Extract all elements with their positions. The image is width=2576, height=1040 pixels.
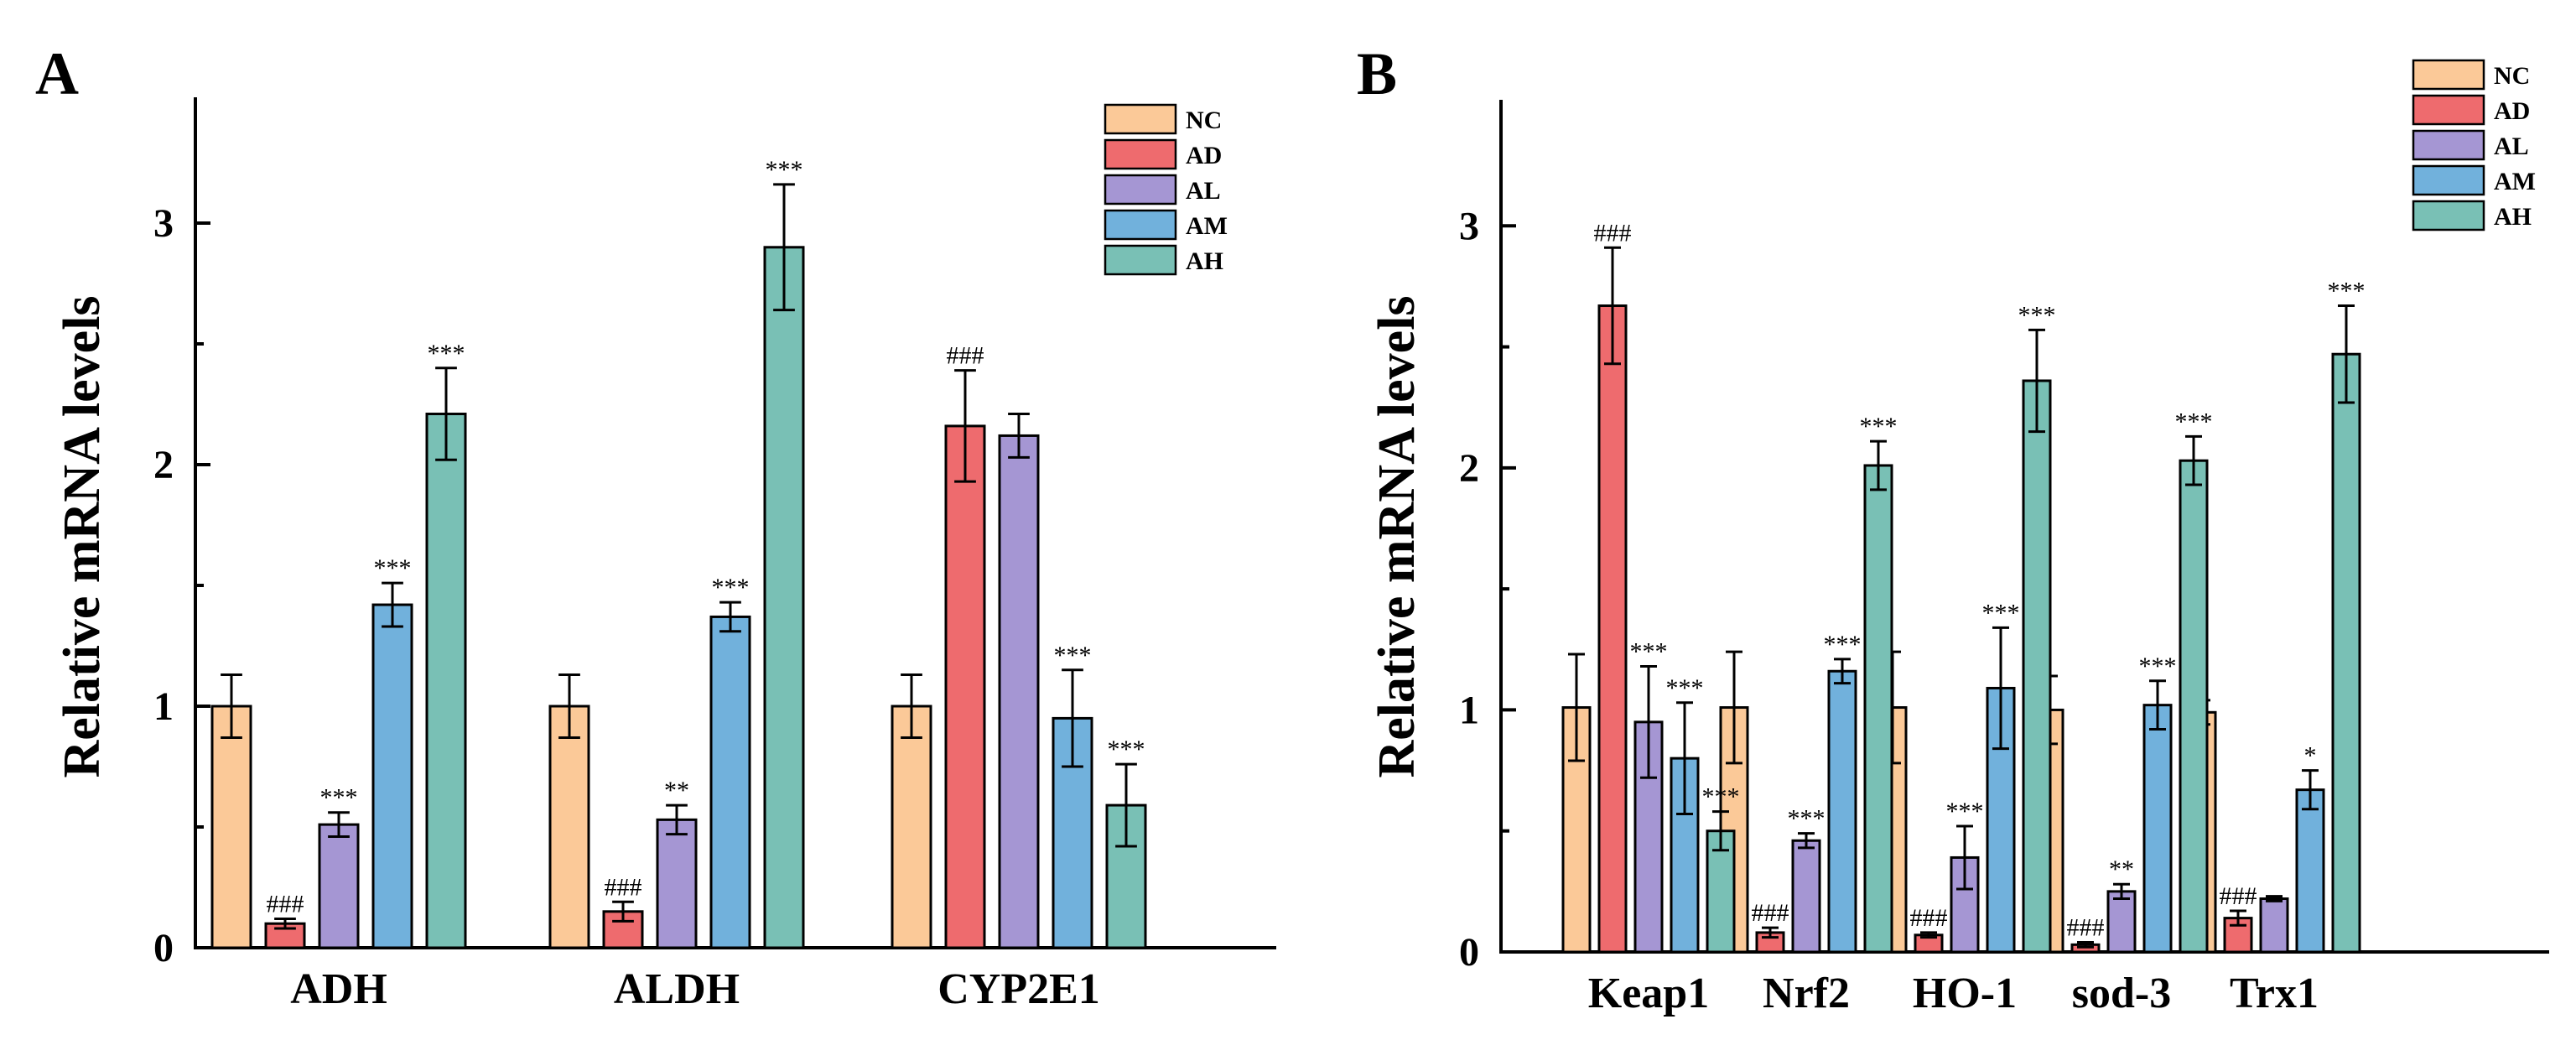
panel-a-y-axis-label: Relative mRNA levels — [54, 295, 111, 777]
panel-b-legend-label: AD — [2494, 97, 2530, 125]
panel-b-y-axis-label: Relative mRNA levels — [1368, 295, 1426, 777]
panel-b-significance-label: *** — [2175, 408, 2213, 435]
panel-a-x-tick-label: ADH — [290, 965, 387, 1013]
panel-b-significance-label: *** — [1860, 413, 1898, 440]
panel-b-bar-ah — [2331, 352, 2361, 954]
panel-a-significance-label: *** — [320, 784, 358, 812]
panel-a-letter: A — [35, 40, 79, 107]
panel-a-significance-label: *** — [1108, 736, 1145, 763]
panel-a-significance-label: ### — [267, 890, 304, 918]
panel-a-bar-nc — [548, 705, 590, 949]
panel-b-x-tick-label: sod-3 — [2072, 970, 2171, 1017]
panel-a-legend-label: AH — [1186, 247, 1223, 275]
panel-b-bar-ad — [1597, 304, 1628, 954]
panel-a-bar-nc — [891, 705, 932, 949]
panel-b-y-tick-label: 1 — [1459, 688, 1479, 732]
panel-b-legend-label: AM — [2494, 168, 2536, 195]
panel-a-legend-swatch-ad — [1104, 138, 1177, 170]
panel-b-significance-label: *** — [1982, 599, 2020, 627]
panel-b-letter: B — [1357, 40, 1397, 107]
panel-a-bar-am — [709, 615, 751, 949]
panel-a-significance-label: ### — [605, 873, 642, 901]
panel-b-legend-swatch-al — [2412, 129, 2485, 161]
panel-b-significance-label: *** — [2328, 278, 2366, 305]
panel-a-significance-label: *** — [1054, 642, 1092, 669]
panel-b-bar-am — [2142, 704, 2173, 954]
panel-b-legend-swatch-am — [2412, 164, 2485, 196]
panel-b-bar-al — [2106, 890, 2137, 954]
panel-a-bar-am — [371, 603, 413, 949]
panel-a-legend-label: AL — [1186, 177, 1221, 205]
panel-a-significance-label: *** — [712, 574, 750, 601]
panel-b-x-tick-label: Nrf2 — [1763, 970, 1850, 1017]
panel-a-legend-label: AD — [1186, 142, 1222, 169]
panel-b-legend-label: AH — [2494, 203, 2532, 231]
panel-b-significance-label: *** — [1630, 637, 1668, 665]
panel-b-significance-label: ### — [1752, 899, 1789, 927]
panel-b-significance-label: ### — [2067, 913, 2105, 941]
panel-a-significance-label: *** — [374, 554, 412, 582]
panel-a-legend: NC AD AL AM AH — [1104, 103, 1228, 276]
panel-b-legend-swatch-ad — [2412, 94, 2485, 126]
panel-b-bar-ah — [1863, 464, 1893, 954]
panel-a-legend-label: AM — [1186, 212, 1228, 240]
panel-a-significance-label: *** — [766, 156, 803, 184]
panel-b-significance-label: *** — [1702, 783, 1740, 811]
panel-a-significance-label: *** — [428, 340, 465, 367]
panel-a-bar-ah — [763, 246, 805, 949]
panel-b-significance-label: * — [2304, 742, 2317, 770]
panel-a-y-tick-label: 1 — [153, 684, 174, 729]
panel-a-bar-al — [998, 434, 1040, 949]
panel-b-legend-swatch-ah — [2412, 200, 2485, 231]
panel-b: B Relative mRNA levels 0 1 2 3 ### ### ### ### #… — [1357, 40, 2549, 1017]
panel-a-bar-nc — [210, 705, 252, 949]
panel-b-significance-label: *** — [1788, 805, 1826, 833]
panel-a-legend-swatch-al — [1104, 174, 1177, 205]
panel-b-significance-label: *** — [1824, 631, 1862, 658]
panel-b-bar-am — [1827, 669, 1857, 954]
panel-b-significance-label: *** — [2018, 301, 2056, 329]
panel-a-legend-swatch-nc — [1104, 103, 1177, 135]
panel-b-legend-swatch-nc — [2412, 59, 2485, 91]
panel-b-y-tick-label: 0 — [1459, 930, 1479, 975]
panel-b-significance-label: ** — [2109, 855, 2134, 883]
panel-b-legend-label: AL — [2494, 133, 2529, 160]
panel-a-legend-swatch-am — [1104, 209, 1177, 241]
panel-a-legend-label: NC — [1186, 107, 1222, 134]
panel-a-x-tick-label: ALDH — [614, 965, 740, 1013]
panel-b-y-tick-label: 3 — [1459, 204, 1479, 248]
panel-b-significance-label: ### — [2220, 882, 2257, 910]
panel-b-significance-label: ### — [1594, 219, 1632, 247]
panel-b-legend: NC AD AL AM AH — [2412, 59, 2536, 231]
panel-b-significance-label: ### — [1910, 904, 1948, 932]
panel-b-bar-al — [1791, 839, 1821, 954]
panel-b-bar-ah — [2179, 459, 2209, 954]
panel-a-significance-label: ### — [947, 342, 984, 370]
panel-b-bar-al — [2259, 897, 2289, 954]
panel-a-bar-ad — [944, 424, 986, 949]
panel-a-bar-al — [656, 818, 698, 949]
panel-a-legend-swatch-ah — [1104, 244, 1177, 276]
panel-a-y-tick-label: 2 — [153, 443, 174, 487]
panel-b-y-tick-label: 2 — [1459, 446, 1479, 491]
panel-a-significance-label: ** — [664, 777, 689, 804]
panel-b-bar-am — [2295, 788, 2325, 954]
panel-a-bar-al — [318, 823, 360, 949]
panel-b-significance-label: *** — [1946, 798, 1984, 825]
panel-a-y-tick-label: 3 — [153, 201, 174, 246]
panel-b-x-tick-label: Trx1 — [2230, 970, 2319, 1017]
panel-b-significance-label: *** — [1666, 674, 1704, 702]
panel-b-bar-ah — [2022, 379, 2052, 954]
panel-a-x-tick-label: CYP2E1 — [937, 965, 1100, 1013]
panel-a-y-tick-label: 0 — [153, 926, 174, 970]
panel-b-x-tick-label: Keap1 — [1588, 970, 1709, 1017]
panel-b-significance-label: *** — [2139, 653, 2177, 680]
panel-a-bar-ah — [425, 413, 467, 949]
panel-b-legend-label: NC — [2494, 62, 2530, 90]
panel-b-x-tick-label: HO-1 — [1913, 970, 2017, 1017]
